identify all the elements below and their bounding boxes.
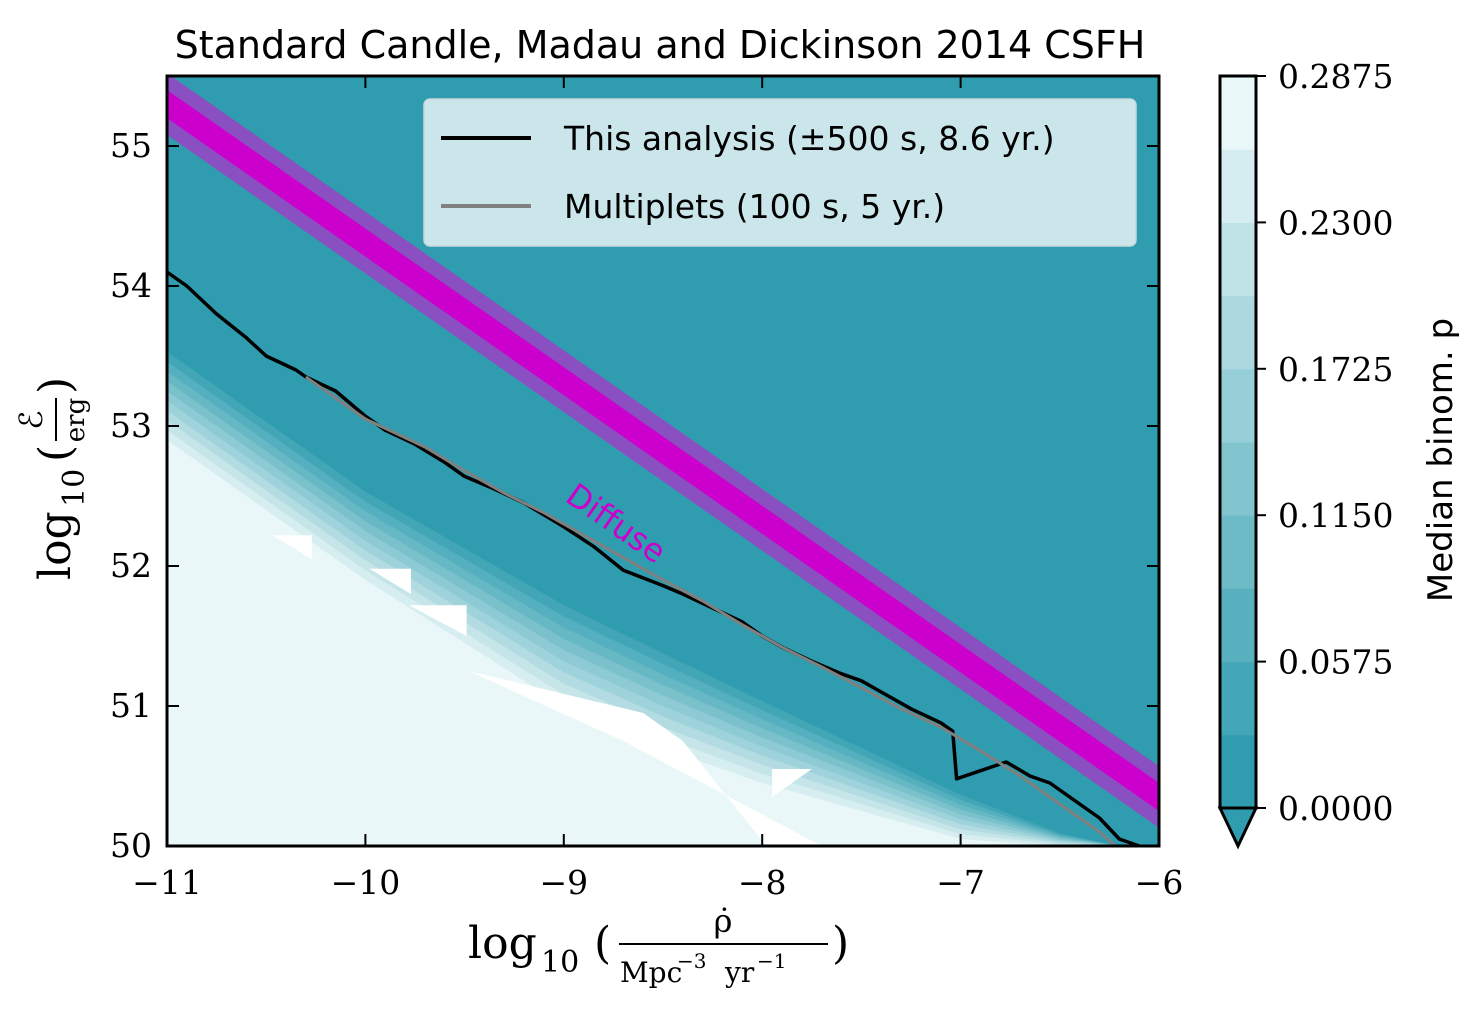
y-tick-label: 53 [110, 406, 152, 445]
colorbar-label: Median binom. p [1421, 318, 1461, 602]
ylabel-paren-open: ( [30, 445, 81, 462]
colorbar-tick-label: 0.0000 [1278, 789, 1393, 828]
diffuse-band-core [167, 90, 1159, 811]
plot-frame [165, 74, 1161, 848]
xlabel-prefix: log [468, 918, 537, 969]
colorbar-extend-min [1217, 806, 1259, 850]
ylabel-sub: 10 [57, 469, 92, 507]
contour-white-patch-2 [369, 568, 411, 594]
xlabel-numerator: ρ̇ [714, 902, 733, 940]
series-line-multiplets [305, 375, 1117, 846]
colorbar-level-5 [1220, 442, 1256, 516]
colorbar-tick-label: 0.1150 [1278, 496, 1393, 535]
colorbar-level-8 [1220, 222, 1256, 297]
colorbar: 0.0000 0.0575 0.1150 0.1725 0.2300 0.2875 [1217, 57, 1393, 850]
x-tick-label: −6 [1135, 863, 1184, 902]
y-tick-label: 50 [110, 826, 152, 865]
colorbar-tick-label: 0.0575 [1278, 643, 1393, 682]
x-axis-ticks: −11 −10 −9 −8 −7 −6 [132, 76, 1183, 902]
series-layer [167, 270, 1140, 846]
y-tick-label: 55 [110, 126, 152, 165]
legend-label-this-analysis: This analysis (±500 s, 8.6 yr.) [563, 119, 1055, 158]
x-tick-label: −11 [132, 863, 202, 902]
ylabel-numerator: ℰ [12, 410, 50, 429]
xlabel-denom-exp1: −3 [677, 949, 706, 973]
series-line-this-analysis [167, 270, 1140, 846]
x-axis-label: log 10 ( ρ̇ Mpc −3 yr −1 ) [468, 902, 849, 989]
contour-level-10 [167, 440, 1159, 846]
colorbar-level-7 [1220, 295, 1256, 370]
ylabel-prefix: log [30, 511, 81, 580]
legend: This analysis (±500 s, 8.6 yr.) Multiple… [423, 98, 1137, 247]
colorbar-level-1 [1220, 734, 1256, 809]
x-tick-label: −8 [738, 863, 787, 902]
ylabel-denominator: erg [61, 398, 91, 442]
y-tick-label: 51 [110, 686, 152, 725]
y-axis-label: log 10 ( ℰ erg ) [12, 377, 92, 580]
contour-white-patch-1 [272, 535, 312, 559]
colorbar-tick-label: 0.2300 [1278, 203, 1393, 242]
xlabel-denom-unit2: yr [724, 956, 755, 989]
y-tick-label: 52 [110, 546, 152, 585]
colorbar-tick-label: 0.1725 [1278, 350, 1393, 389]
x-tick-label: −7 [936, 863, 985, 902]
diffuse-band [167, 76, 1159, 828]
colorbar-level-9 [1220, 149, 1256, 223]
x-tick-label: −10 [331, 863, 401, 902]
contour-white-patch-5 [772, 769, 812, 797]
xlabel-denom-unit1: Mpc [620, 956, 682, 989]
xlabel-paren-close: ) [832, 918, 849, 969]
colorbar-level-4 [1220, 515, 1256, 589]
xlabel-paren-open: ( [594, 918, 611, 969]
chart-title: Standard Candle, Madau and Dickinson 201… [175, 23, 1146, 67]
colorbar-frame [1218, 74, 1258, 810]
ylabel-paren-close: ) [30, 377, 81, 394]
colorbar-level-10 [1220, 76, 1256, 150]
y-tick-label: 54 [110, 266, 152, 305]
contour-white-patch-3 [409, 605, 467, 636]
colorbar-tick-label: 0.2875 [1278, 57, 1393, 96]
legend-box [423, 98, 1137, 247]
contour-white-patch-4 [468, 671, 822, 846]
xlabel-sub: 10 [541, 945, 579, 980]
x-tick-label: −9 [539, 863, 588, 902]
legend-label-multiplets: Multiplets (100 s, 5 yr.) [564, 187, 945, 226]
y-axis-ticks: 50 51 52 53 54 55 [110, 126, 1159, 865]
colorbar-level-2 [1220, 661, 1256, 736]
xlabel-denom-exp2: −1 [757, 949, 786, 973]
colorbar-level-3 [1220, 588, 1256, 663]
colorbar-level-6 [1220, 368, 1256, 443]
